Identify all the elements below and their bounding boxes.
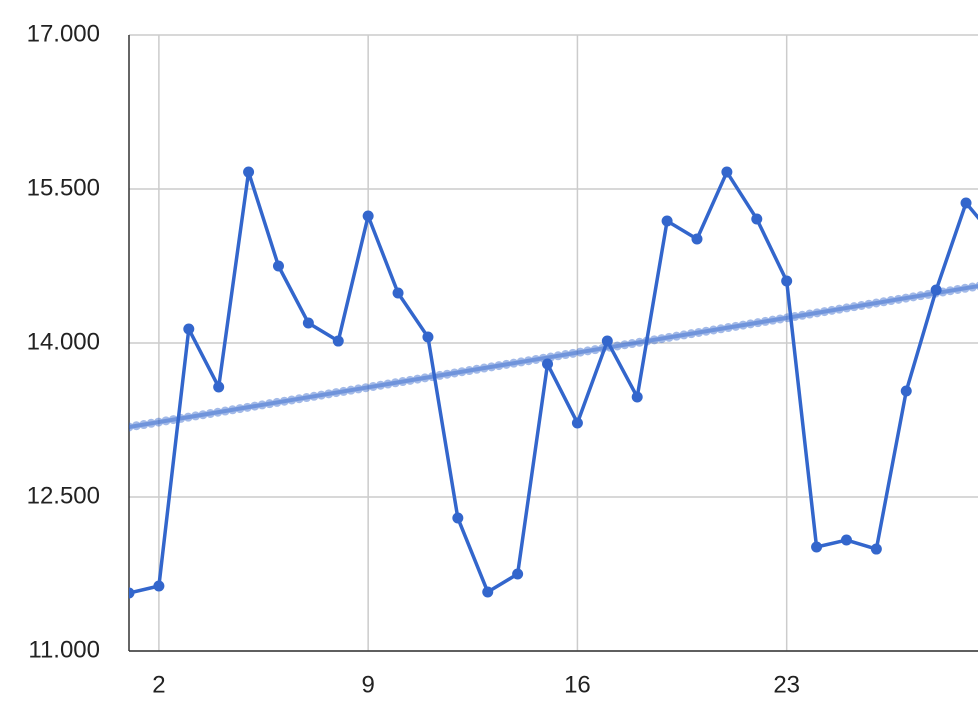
x-tick-label: 2 xyxy=(152,671,165,698)
data-point xyxy=(243,166,255,178)
y-tick-label: 15.500 xyxy=(27,174,100,201)
data-point xyxy=(691,233,703,245)
data-point xyxy=(571,417,583,429)
data-point xyxy=(302,317,314,329)
data-point xyxy=(960,197,972,209)
data-point xyxy=(512,568,524,580)
data-point xyxy=(840,534,852,546)
data-point xyxy=(362,210,374,222)
data-point xyxy=(183,323,195,335)
data-point xyxy=(153,580,165,592)
data-point xyxy=(422,331,434,343)
data-point xyxy=(781,275,793,287)
data-point xyxy=(332,335,344,347)
plot-area xyxy=(129,166,978,599)
data-point xyxy=(930,284,942,296)
data-point xyxy=(213,381,225,393)
y-tick-label: 11.000 xyxy=(28,636,100,663)
x-tick-label: 23 xyxy=(773,671,800,698)
data-point xyxy=(811,541,823,553)
data-point xyxy=(482,586,494,598)
trendline-dots xyxy=(129,281,978,432)
data-point xyxy=(721,166,733,178)
x-tick-label: 9 xyxy=(361,671,374,698)
data-point xyxy=(751,213,763,225)
data-point xyxy=(661,215,673,227)
data-point xyxy=(870,543,882,555)
data-point xyxy=(392,287,404,299)
x-tick-label: 16 xyxy=(564,671,591,698)
data-point xyxy=(129,587,135,599)
data-point xyxy=(452,512,464,524)
y-tick-label: 17.000 xyxy=(27,20,100,47)
data-point xyxy=(601,335,613,347)
data-point xyxy=(631,391,643,403)
y-tick-label: 12.500 xyxy=(27,482,100,509)
trendline xyxy=(129,284,978,429)
data-point xyxy=(542,358,554,370)
y-tick-label: 14.000 xyxy=(27,328,100,355)
data-point xyxy=(900,385,912,397)
data-point xyxy=(272,260,284,272)
data-line xyxy=(129,170,978,595)
